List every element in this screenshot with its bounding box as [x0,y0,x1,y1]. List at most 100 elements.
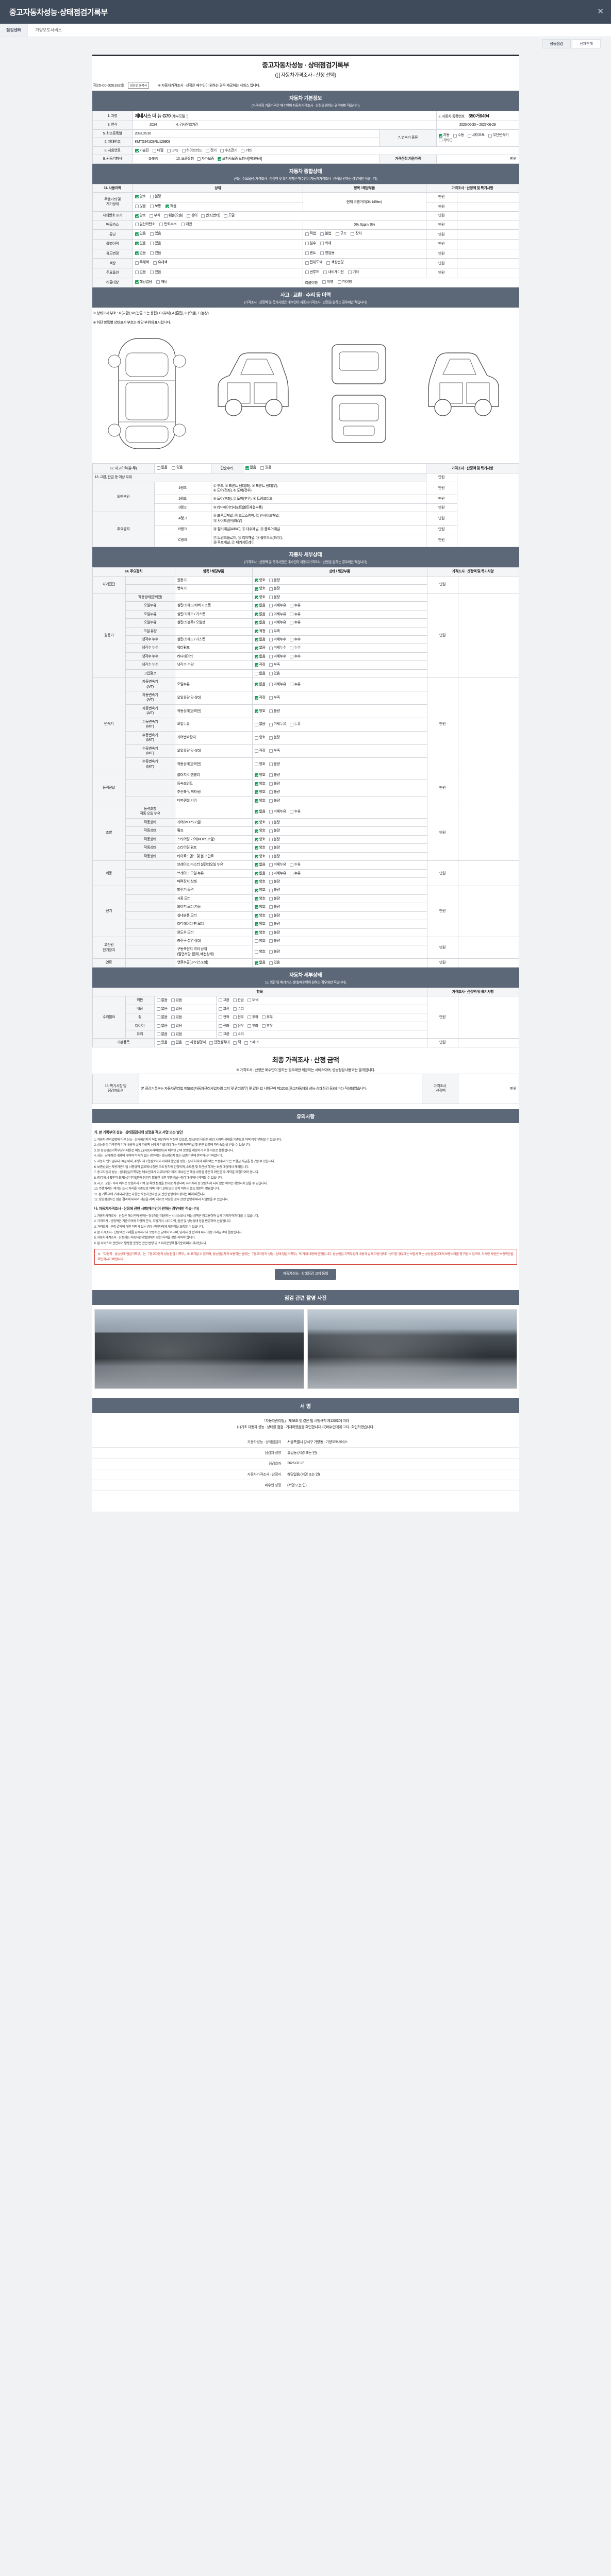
checkbox-simple-none[interactable]: 없음 [245,465,256,470]
checkbox-usechange-commercial[interactable]: 영업용 [320,251,335,256]
checkbox-detail-1[interactable]: 있음 [269,960,280,965]
checkbox-detail-1[interactable]: 불량 [269,939,280,943]
checkbox-basic-no[interactable]: 없음 [171,1040,182,1045]
checkbox-detail-1[interactable]: 미세누유 [269,862,286,867]
checkbox-basic-manual[interactable]: 사용설명서 [185,1040,206,1045]
checkbox-detail-2[interactable]: 누유 [289,809,301,814]
checkbox-emission-hc[interactable]: 탄화수소 [159,222,177,227]
checkbox-extra-b-1-0[interactable]: 교환 [218,1007,229,1011]
checkbox-detail-0[interactable]: 없음 [254,646,266,650]
signature-value[interactable]: 해당없음 (서명 또는 인) [284,1469,519,1480]
checkbox-warranty-self[interactable]: 자가보증 [196,157,214,161]
checkbox-extra-b-0-2[interactable]: 도색 [247,998,258,1003]
checkbox-detail-1[interactable]: 불량 [269,595,280,600]
checkbox-extra-a-4-0[interactable]: 없음 [156,1032,168,1037]
checkbox-detail-1[interactable]: 미세누유 [269,612,286,617]
checkbox-detail-1[interactable]: 불량 [269,913,280,918]
checkbox-detail-0[interactable]: 양호 [254,595,266,600]
checkbox-detail-0[interactable]: 없음 [254,722,266,726]
checkbox-detail-1[interactable]: 불량 [269,799,280,803]
checkbox-fuel-ev[interactable]: 전기 [205,148,217,153]
tab-newcar[interactable]: 신차판매 [572,39,601,48]
checkbox-detail-0[interactable]: 없음 [254,862,266,867]
checkbox-extra-b-4-1[interactable]: 수리 [233,1032,244,1037]
checkbox-detail-0[interactable]: 없음 [254,637,266,642]
checkbox-detail-0[interactable]: 없음 [254,871,266,876]
checkbox-usechange-rent[interactable]: 렌트 [305,251,316,256]
checkbox-detail-0[interactable]: 양호 [254,888,266,892]
checkbox-detail-1[interactable]: 미세누수 [269,646,286,650]
checkbox-emission-co[interactable]: 일산화탄소 [135,222,155,227]
checkbox-extra-a-3-0[interactable]: 없음 [156,1024,168,1028]
checkbox-color-fullpaint[interactable]: 전체도색 [305,260,322,265]
checkbox-vin-good[interactable]: 양호 [135,213,146,218]
checkbox-detail-1[interactable]: 불량 [269,896,280,901]
checkbox-detail-2[interactable]: 누유 [289,862,301,867]
checkbox-detail-0[interactable]: 없음 [254,682,266,687]
checkbox-detail-1[interactable]: 미세누유 [269,871,286,876]
checkbox-extra-a-1-1[interactable]: 있음 [171,1007,182,1011]
checkbox-detail-1[interactable]: 불량 [269,782,280,786]
checkbox-detail-1[interactable]: 불량 [269,790,280,794]
checkbox-vin-altered[interactable]: 변조(변타) [201,213,220,218]
checkbox-detail-1[interactable]: 불량 [269,837,280,842]
checkbox-detail-2[interactable]: 누유 [289,612,301,617]
checkbox-vin-damage[interactable]: 훼손(오손) [163,213,183,218]
checkbox-detail-1[interactable]: 불량 [269,709,280,714]
checkbox-detail-0[interactable]: 적정 [254,696,266,700]
checkbox-options-navi[interactable]: 내비게이션 [323,270,344,275]
checkbox-detail-0[interactable]: 양호 [254,837,266,842]
checkbox-recall-na[interactable]: 해당없음 [135,280,152,284]
checkbox-detail-1[interactable]: 부족 [269,749,280,753]
checkbox-detail-0[interactable]: 양호 [254,896,266,901]
photo-rear[interactable] [307,1309,517,1389]
checkbox-detail-1[interactable]: 미세누유 [269,682,286,687]
checkbox-fuel-diesel[interactable]: 디젤 [152,148,163,153]
checkbox-detail-1[interactable]: 불량 [269,578,280,583]
checkbox-fuel-hydrogen[interactable]: 수소전기 [220,148,237,153]
checkbox-color-chromatic[interactable]: 유채색 [153,260,168,265]
checkbox-emission-smoke[interactable]: 매연 [180,222,192,227]
checkbox-detail-0[interactable]: 없음 [254,603,266,608]
checkbox-detail-1[interactable]: 불량 [269,930,280,935]
checkbox-accident-yes[interactable]: 있음 [172,465,183,470]
checkbox-tuning-legal[interactable]: 적법 [305,231,316,236]
checkbox-trans-auto[interactable]: 자동 [438,133,450,138]
checkbox-options-yes[interactable]: 있음 [150,270,161,275]
tab-inspection-center[interactable]: 점검센터 [0,24,28,37]
checkbox-usechange-yes[interactable]: 있음 [150,251,161,256]
checkbox-fuel-lpg[interactable]: LPG [167,148,178,153]
checkbox-detail-1[interactable]: 불량 [269,773,280,777]
checkbox-detail-0[interactable]: 양호 [254,828,266,833]
checkbox-tuning-device[interactable]: 장치 [351,231,362,236]
checkbox-detail-1[interactable]: 미세누유 [269,722,286,726]
checkbox-vin-diff[interactable]: 상이 [186,213,197,218]
checkbox-trans-semiauto[interactable]: 세미오토 [467,133,485,138]
checkbox-color-achromatic[interactable]: 무채색 [135,260,149,265]
checkbox-detail-1[interactable]: 미세누유 [269,620,286,625]
checkbox-special-none[interactable]: 없음 [135,241,146,246]
checkbox-vin-erased[interactable]: 도말 [223,213,235,218]
checkbox-extra-a-2-0[interactable]: 없음 [156,1015,168,1020]
checkbox-detail-1[interactable]: 불량 [269,879,280,884]
checkbox-detail-0[interactable]: 양호 [254,709,266,714]
photo-front[interactable] [94,1309,304,1389]
checkbox-special-flood[interactable]: 침수 [305,241,316,246]
checkbox-accident-none[interactable]: 없음 [156,465,168,470]
consent-button[interactable]: 자동차성능 · 상태점검 고지 동의 [274,1269,337,1280]
checkbox-detail-2[interactable]: 누수 [289,654,301,659]
checkbox-detail-0[interactable]: 양호 [254,735,266,740]
checkbox-recall-notdone[interactable]: 미이행 [337,280,352,284]
checkbox-detail-2[interactable]: 누유 [289,722,301,726]
checkbox-detail-1[interactable]: 있음 [269,671,280,676]
checkbox-extra-b-3-3[interactable]: 후우 [261,1024,273,1028]
checkbox-detail-0[interactable]: 없음 [254,960,266,965]
checkbox-detail-1[interactable]: 불량 [269,828,280,833]
checkbox-detail-1[interactable]: 불량 [269,888,280,892]
checkbox-tuning-none[interactable]: 없음 [135,231,146,236]
checkbox-detail-0[interactable]: 양호 [254,845,266,850]
car-diagram-top[interactable] [103,329,191,458]
checkbox-detail-0[interactable]: 없음 [254,809,266,814]
checkbox-options-other[interactable]: 기타 [348,270,359,275]
checkbox-extra-b-3-2[interactable]: 후좌 [247,1024,258,1028]
